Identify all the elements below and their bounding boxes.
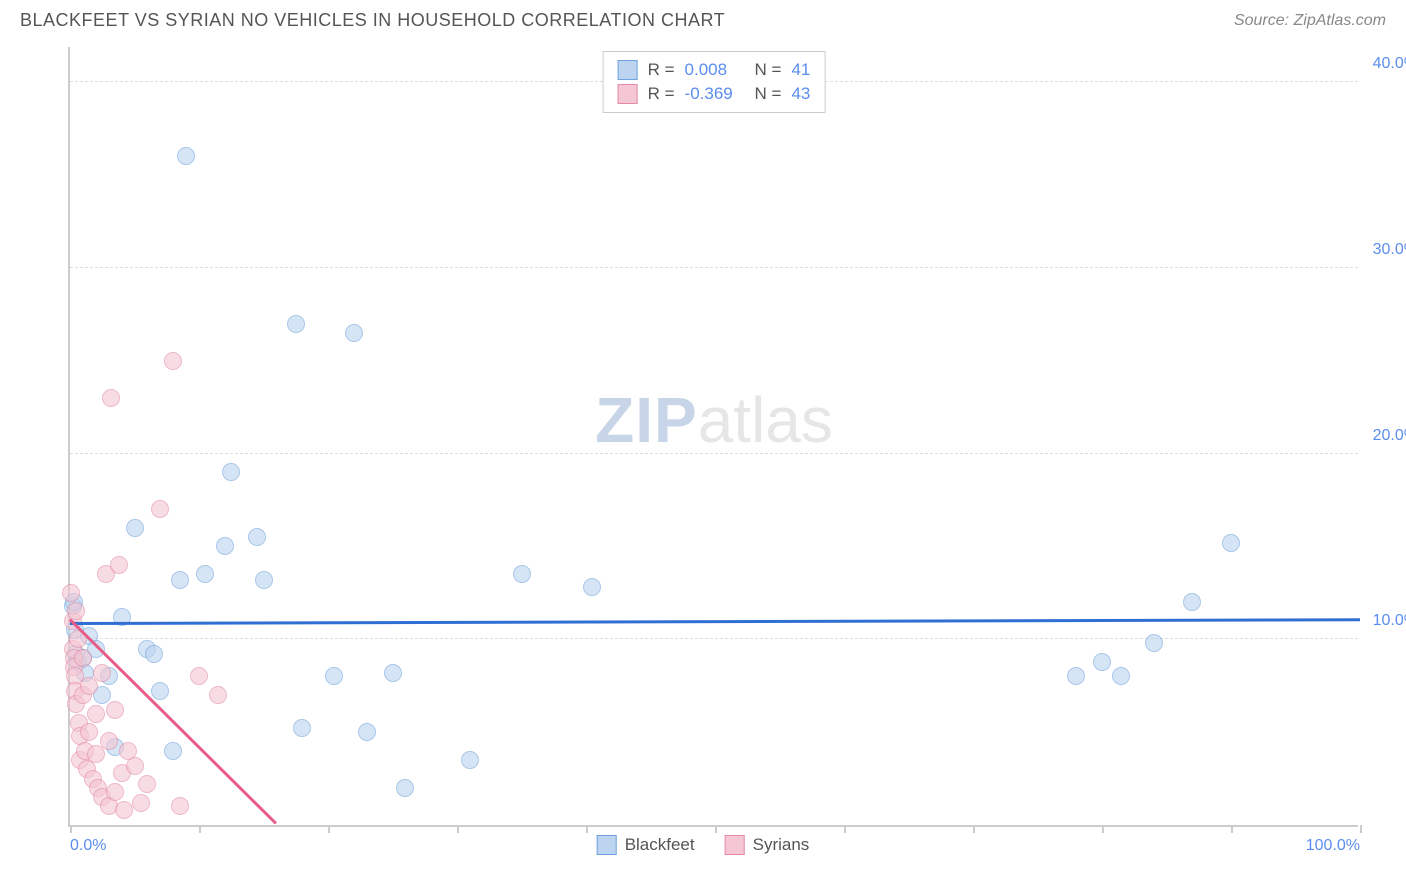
legend-row: R = -0.369 N = 43 <box>618 82 811 106</box>
data-point <box>513 565 531 583</box>
data-point <box>1093 653 1111 671</box>
data-point <box>461 751 479 769</box>
data-point <box>196 565 214 583</box>
watermark: ZIPatlas <box>595 383 833 457</box>
x-tick <box>328 825 330 833</box>
data-point <box>145 645 163 663</box>
x-tick <box>70 825 72 833</box>
data-point <box>293 719 311 737</box>
data-point <box>171 797 189 815</box>
x-tick <box>1102 825 1104 833</box>
data-point <box>1067 667 1085 685</box>
x-tick <box>586 825 588 833</box>
data-point <box>255 571 273 589</box>
data-point <box>222 463 240 481</box>
data-point <box>126 757 144 775</box>
x-tick <box>1231 825 1233 833</box>
x-tick <box>1360 825 1362 833</box>
data-point <box>396 779 414 797</box>
x-tick <box>457 825 459 833</box>
chart-header: BLACKFEET VS SYRIAN NO VEHICLES IN HOUSE… <box>0 0 1406 37</box>
data-point <box>93 664 111 682</box>
data-point <box>384 664 402 682</box>
r-label: R = <box>648 84 675 104</box>
legend-label: Syrians <box>753 835 810 855</box>
data-point <box>216 537 234 555</box>
legend-swatch <box>618 84 638 104</box>
data-point <box>106 783 124 801</box>
r-value: -0.369 <box>685 84 745 104</box>
legend-swatch <box>597 835 617 855</box>
x-tick-label: 0.0% <box>70 837 106 855</box>
data-point <box>80 723 98 741</box>
series-legend: Blackfeet Syrians <box>597 835 810 855</box>
gridline <box>70 453 1358 454</box>
legend-swatch <box>725 835 745 855</box>
data-point <box>115 801 133 819</box>
data-point <box>62 584 80 602</box>
data-point <box>164 352 182 370</box>
x-tick-label: 100.0% <box>1306 837 1360 855</box>
gridline <box>70 638 1358 639</box>
gridline <box>70 267 1358 268</box>
data-point <box>132 794 150 812</box>
watermark-atlas: atlas <box>698 384 833 456</box>
data-point <box>190 667 208 685</box>
x-tick <box>844 825 846 833</box>
chart-source: Source: ZipAtlas.com <box>1234 12 1386 30</box>
data-point <box>164 742 182 760</box>
y-tick-label: 20.0% <box>1373 427 1406 445</box>
y-tick-label: 40.0% <box>1373 55 1406 73</box>
data-point <box>151 682 169 700</box>
data-point <box>151 500 169 518</box>
y-tick-label: 30.0% <box>1373 241 1406 259</box>
data-point <box>345 324 363 342</box>
data-point <box>1145 634 1163 652</box>
data-point <box>583 578 601 596</box>
correlation-legend: R = 0.008 N = 41 R = -0.369 N = 43 <box>603 51 826 113</box>
n-label: N = <box>755 84 782 104</box>
r-label: R = <box>648 60 675 80</box>
data-point <box>106 701 124 719</box>
legend-label: Blackfeet <box>625 835 695 855</box>
data-point <box>138 775 156 793</box>
data-point <box>248 528 266 546</box>
data-point <box>287 315 305 333</box>
scatter-plot-area: ZIPatlas R =0.008N =41R =-0.369N =43 10.… <box>68 47 1358 827</box>
chart-title: BLACKFEET VS SYRIAN NO VEHICLES IN HOUSE… <box>20 10 725 31</box>
watermark-zip: ZIP <box>595 384 698 456</box>
data-point <box>102 389 120 407</box>
n-value: 41 <box>791 60 810 80</box>
data-point <box>325 667 343 685</box>
data-point <box>1222 534 1240 552</box>
data-point <box>358 723 376 741</box>
data-point <box>100 732 118 750</box>
x-tick <box>199 825 201 833</box>
data-point <box>1112 667 1130 685</box>
legend-item: Syrians <box>725 835 810 855</box>
data-point <box>87 705 105 723</box>
x-tick <box>715 825 717 833</box>
x-tick <box>973 825 975 833</box>
n-value: 43 <box>791 84 810 104</box>
y-tick-label: 10.0% <box>1373 612 1406 630</box>
legend-swatch <box>618 60 638 80</box>
data-point <box>126 519 144 537</box>
trend-line <box>70 618 1360 624</box>
data-point <box>209 686 227 704</box>
r-value: 0.008 <box>685 60 745 80</box>
data-point <box>1183 593 1201 611</box>
legend-row: R = 0.008 N = 41 <box>618 58 811 82</box>
data-point <box>110 556 128 574</box>
legend-item: Blackfeet <box>597 835 695 855</box>
data-point <box>74 649 92 667</box>
n-label: N = <box>755 60 782 80</box>
data-point <box>177 147 195 165</box>
data-point <box>171 571 189 589</box>
